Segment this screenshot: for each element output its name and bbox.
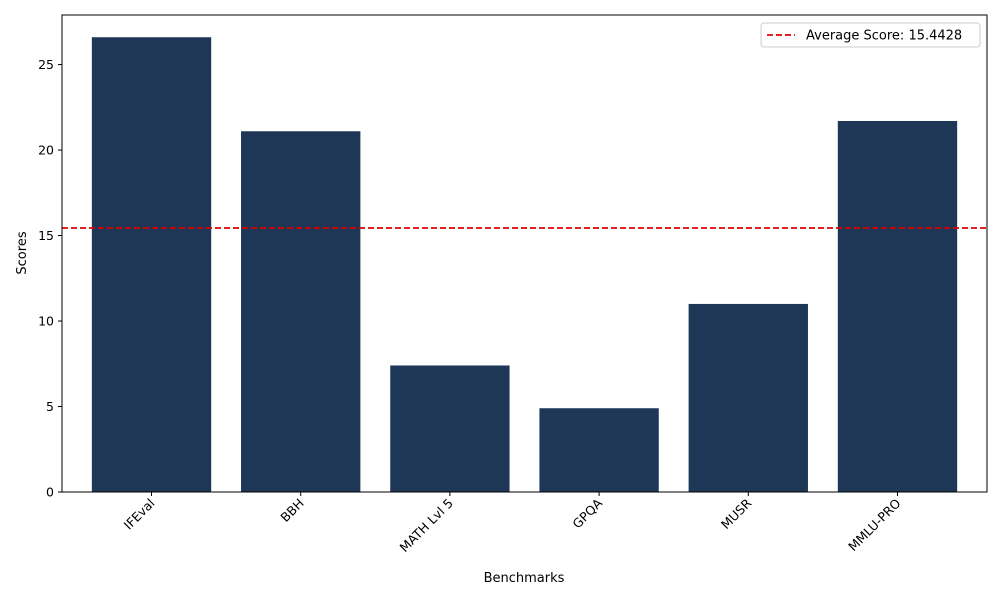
y-tick-label: 5	[46, 399, 54, 414]
bars-layer	[91, 37, 958, 492]
legend-label: Average Score: 15.4428	[806, 29, 962, 44]
x-tick-label: MUSR	[718, 495, 755, 532]
bar-musr	[688, 303, 808, 492]
bar-ifeval	[91, 37, 212, 492]
x-tick-label: IFEval	[121, 496, 158, 533]
x-tick-label: MATH Lvl 5	[397, 496, 456, 555]
bar-bbh	[241, 131, 361, 492]
y-tick-label: 0	[46, 485, 54, 500]
x-tick-label: GPQA	[569, 495, 605, 531]
y-axis-ticks: 0 5 10 15 20 25	[38, 57, 62, 500]
y-tick-label: 15	[38, 228, 54, 243]
legend-box	[760, 22, 981, 48]
x-tick-label: BBH	[277, 496, 306, 525]
y-tick-label: 10	[38, 314, 54, 329]
y-axis-title: Scores	[15, 231, 30, 274]
x-tick-label: MMLU-PRO	[845, 495, 904, 554]
bar-gpqa	[539, 408, 659, 492]
y-tick-label: 25	[38, 57, 54, 72]
x-axis-ticks: IFEval BBH MATH Lvl 5 GPQA MUSR MMLU-PRO	[121, 492, 904, 555]
bar-math-lvl-5	[390, 365, 510, 492]
bar-mmlu-pro	[837, 121, 958, 492]
legend: Average Score: 15.4428	[760, 22, 981, 48]
plot-frame	[61, 14, 988, 493]
y-tick-label: 20	[38, 143, 54, 158]
x-axis-title: Benchmarks	[484, 571, 565, 586]
